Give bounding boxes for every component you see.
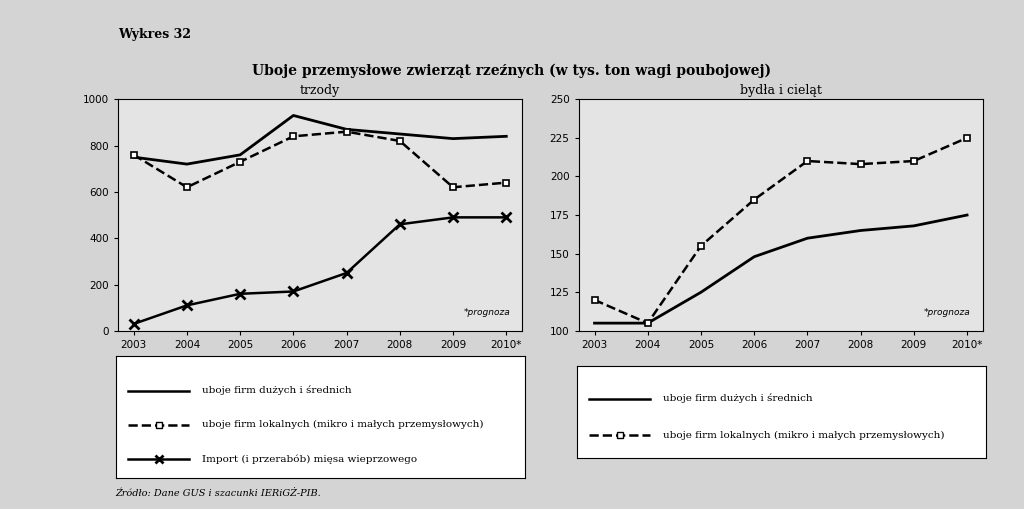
Text: uboje firm dużych i średnich: uboje firm dużych i średnich — [663, 393, 812, 404]
Text: uboje firm lokalnych (mikro i małych przemysłowych): uboje firm lokalnych (mikro i małych prz… — [202, 420, 483, 429]
Title: bydła i cieląt: bydła i cieląt — [740, 83, 821, 97]
Text: uboje firm lokalnych (mikro i małych przemysłowych): uboje firm lokalnych (mikro i małych prz… — [663, 431, 944, 440]
Text: Wykres 32: Wykres 32 — [118, 28, 190, 41]
Text: uboje firm dużych i średnich: uboje firm dużych i średnich — [202, 386, 351, 395]
Text: *prognoza: *prognoza — [463, 308, 510, 317]
Text: *prognoza: *prognoza — [924, 308, 971, 317]
Text: Uboje przemysłowe zwierząt rzeźnych (w tys. ton wagi poubojowej): Uboje przemysłowe zwierząt rzeźnych (w t… — [253, 64, 771, 78]
Text: Import (i przerabób) mięsa wieprzowego: Import (i przerabób) mięsa wieprzowego — [202, 454, 417, 464]
Text: Źródło: Dane GUS i szacunki IERiGŻ-PIB.: Źródło: Dane GUS i szacunki IERiGŻ-PIB. — [116, 489, 322, 498]
Title: trzody: trzody — [300, 83, 340, 97]
